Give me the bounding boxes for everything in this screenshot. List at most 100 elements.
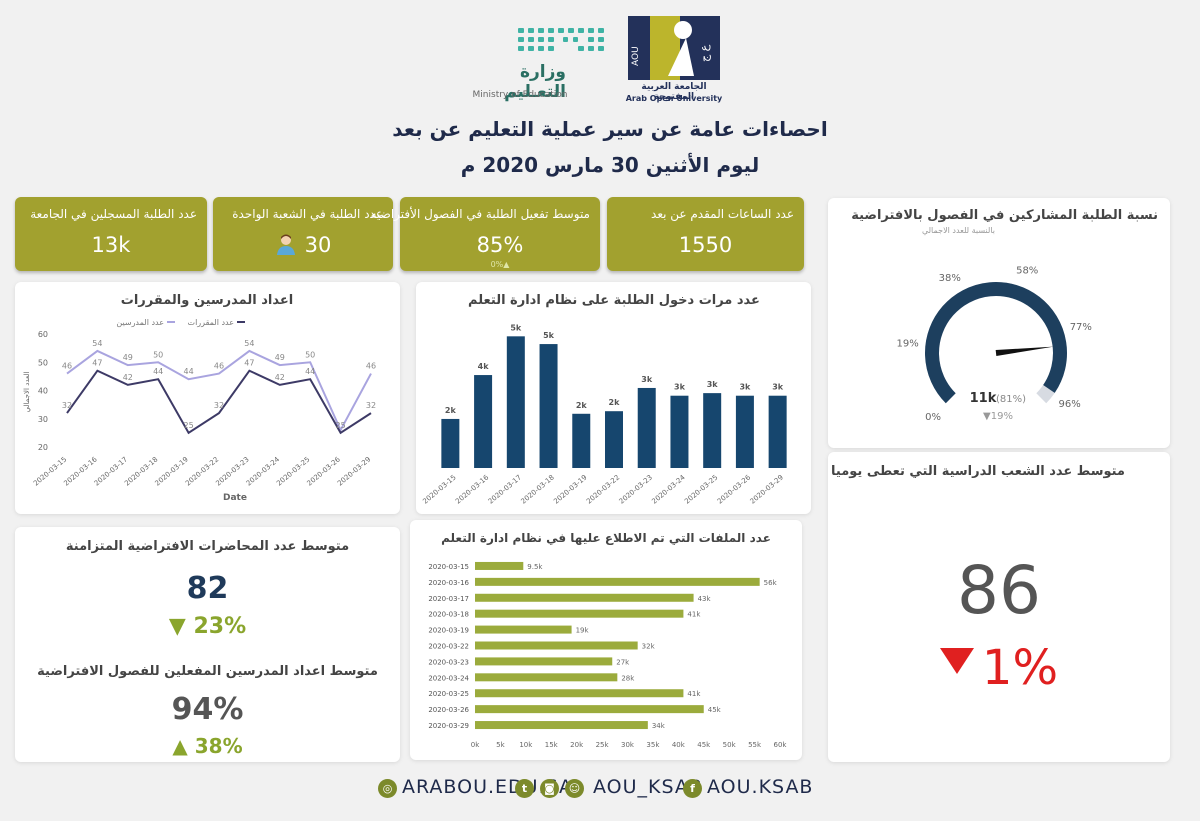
data-label: 32 xyxy=(62,401,72,410)
x-tick-label: 40k xyxy=(672,741,686,749)
files-chart-card: عدد الملفات التي تم الاطلاع عليها في نظا… xyxy=(410,520,802,760)
bar xyxy=(539,344,558,468)
handle-link[interactable]: AOU_KSAB xyxy=(593,776,703,798)
y-tick-label: 2020-03-15 xyxy=(428,563,469,571)
student-icon xyxy=(276,234,295,255)
data-label: 25 xyxy=(184,421,194,430)
bar xyxy=(441,418,460,468)
aou-logo-mark: AOU ع ج xyxy=(628,16,720,80)
sections-card: متوسط عدد الشعب الدراسية التي تعطى يوميا… xyxy=(828,452,1170,762)
gauge-tick-label: 96% xyxy=(1058,399,1080,410)
data-label: 47 xyxy=(92,359,102,368)
y-tick-label: 40 xyxy=(38,387,48,396)
y-tick-label: 2020-03-16 xyxy=(428,579,469,587)
x-tick-label: 2020-03-25 xyxy=(683,473,719,505)
moe-logo-mark xyxy=(518,28,604,51)
y-tick-label: 20 xyxy=(38,443,48,452)
x-tick-label: 2020-03-24 xyxy=(650,473,687,506)
x-tick-label: 2020-03-22 xyxy=(585,473,621,505)
gauge-value: 11k xyxy=(970,391,997,406)
kpi-value: 1550 xyxy=(678,233,733,257)
kpi-registered-students: عدد الطلبة المسجلين في الجامعة 13k xyxy=(15,197,207,271)
x-tick-label: 2020-03-23 xyxy=(618,473,654,505)
svg-text:AOU: AOU xyxy=(631,46,641,66)
kpi-value: 85% xyxy=(476,233,524,257)
x-tick-label: 55k xyxy=(748,741,762,749)
svg-text:ع ج: ع ج xyxy=(698,44,711,62)
x-tick-label: 2020-03-29 xyxy=(336,455,372,487)
gauge-title: نسبة الطلبة المشاركين في الفصول بالافترا… xyxy=(851,208,1158,223)
data-label: 50 xyxy=(305,350,315,359)
data-label: 46 xyxy=(366,362,376,371)
gauge-subtitle: بالنسبة للعدد الاجمالي xyxy=(921,226,995,235)
sections-delta: 1% xyxy=(981,640,1059,696)
y-tick-label: 2020-03-29 xyxy=(428,722,469,730)
instagram-icon[interactable]: ◙ xyxy=(540,779,559,798)
y-tick-label: 2020-03-18 xyxy=(428,611,469,619)
x-tick-label: 60k xyxy=(774,741,788,749)
y-tick-label: 2020-03-22 xyxy=(428,643,469,651)
bar xyxy=(475,705,704,714)
bar-label: 56k xyxy=(764,579,778,587)
kpi-label: متوسط تفعيل الطلبة في الفصول الأفتراضيه xyxy=(370,207,590,221)
y-tick-label: 2020-03-25 xyxy=(428,690,469,698)
bar-label: 3k xyxy=(739,383,751,392)
chart-legend: عدد المقررات عدد المدرسين xyxy=(116,318,245,327)
data-label: 44 xyxy=(184,367,194,376)
x-tick-label: 2020-03-17 xyxy=(487,473,523,505)
series-line xyxy=(66,349,372,433)
kpi-delta: ▲0% xyxy=(490,260,510,269)
bar xyxy=(572,413,591,468)
y-tick-label: 2020-03-24 xyxy=(428,674,469,682)
bar-label: 2k xyxy=(609,398,621,407)
aou-logo: AOU ع ج الجامعة العربية المفتوحة Arab Op… xyxy=(624,14,724,104)
sections-delta-row: 1% xyxy=(828,640,1170,696)
kpi-label: عدد الطلبة المسجلين في الجامعة xyxy=(30,207,197,221)
bar-label: 41k xyxy=(687,690,701,698)
x-tick-label: 45k xyxy=(697,741,711,749)
bar xyxy=(735,395,754,468)
line-chart-card: اعداد المدرسين والمقررات عدد المقررات عدد … xyxy=(15,282,400,514)
facebook-link[interactable]: AOU.KSAB xyxy=(707,776,814,798)
x-tick-label: 10k xyxy=(519,741,533,749)
data-label: 50 xyxy=(153,350,163,359)
gauge-tick-label: 58% xyxy=(1016,266,1038,277)
data-label: 25 xyxy=(336,421,346,430)
teachers-value: 94% xyxy=(171,692,244,727)
bar-label: 34k xyxy=(652,722,666,730)
bar xyxy=(475,721,648,730)
bar-label: 41k xyxy=(687,611,701,619)
gauge-delta: ▼19% xyxy=(983,411,1013,422)
x-tick-label: 2020-03-18 xyxy=(520,473,556,505)
snapchat-icon[interactable]: ☺ xyxy=(565,779,584,798)
data-label: 32 xyxy=(366,401,376,410)
data-label: 47 xyxy=(244,359,254,368)
facebook-icon[interactable]: f xyxy=(683,779,702,798)
bar-label: 3k xyxy=(641,375,653,384)
kpi-value: 30 xyxy=(304,233,332,257)
files-chart: عدد الملفات التي تم الاطلاع عليها في نظا… xyxy=(428,531,788,749)
twitter-icon[interactable]: t xyxy=(515,779,534,798)
x-tick-label: 50k xyxy=(723,741,737,749)
page-title: احصاءات عامة عن سير عملية التعليم عن بعد xyxy=(392,117,828,141)
data-label: 49 xyxy=(123,353,133,362)
x-tick-label: 2020-03-29 xyxy=(749,473,785,505)
lectures-value: 82 xyxy=(186,571,229,606)
bar-label: 3k xyxy=(707,380,719,389)
data-label: 54 xyxy=(244,339,254,348)
y-axis-label: العدد الاجمالي xyxy=(23,372,31,413)
data-label: 42 xyxy=(275,373,285,382)
data-label: 42 xyxy=(123,373,133,382)
data-label: 49 xyxy=(275,353,285,362)
bar xyxy=(475,641,638,650)
bar-label: 27k xyxy=(616,658,630,666)
x-tick-label: 2020-03-15 xyxy=(421,473,457,505)
globe-icon[interactable]: ◎ xyxy=(378,779,397,798)
bar-label: 28k xyxy=(621,674,635,682)
gauge-card: نسبة الطلبة المشاركين في الفصول بالافترا… xyxy=(828,198,1170,448)
gauge-value-arc xyxy=(925,282,1067,404)
aou-arabic-name: الجامعة العربية المفتوحة xyxy=(641,82,707,102)
bar xyxy=(475,673,618,682)
moe-logo: وزارة التعـليم Ministry of Education xyxy=(466,20,612,104)
